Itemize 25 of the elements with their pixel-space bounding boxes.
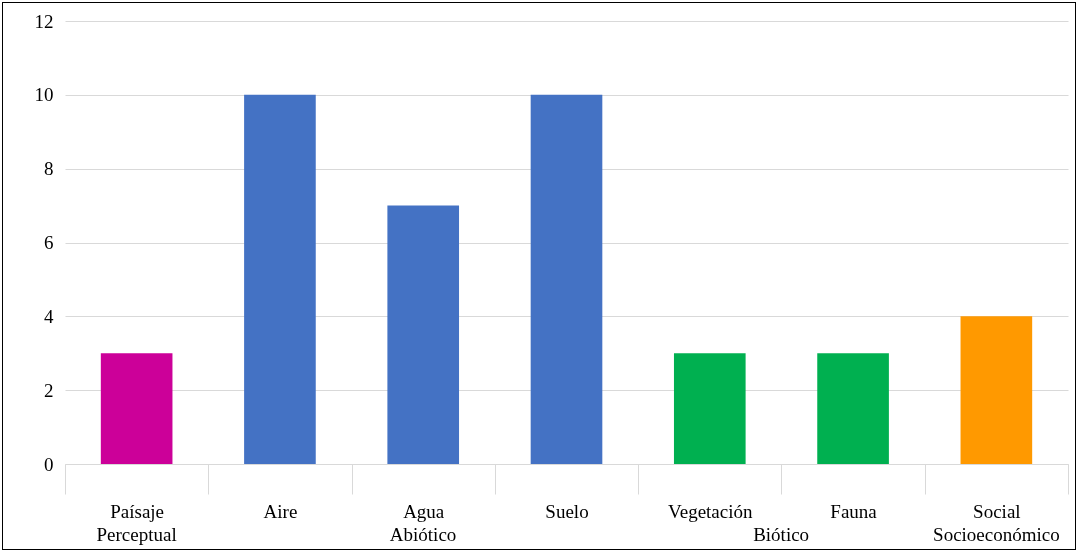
bar [530, 94, 603, 464]
bar [244, 94, 316, 464]
text: Abiótico [389, 524, 457, 545]
y-tick-label: 8 [44, 158, 54, 180]
y-tick-label: 12 [34, 10, 54, 32]
x-tick-label: Suelo [545, 500, 589, 522]
text: Perceptual [96, 524, 177, 545]
x-tick-label: Paísaje [110, 500, 165, 522]
x-tick-label: Agua [403, 500, 445, 522]
x-tick-label: Social [973, 500, 1021, 522]
bar [817, 353, 889, 464]
y-tick-label: 6 [44, 232, 54, 253]
text: Socioeconómico [933, 524, 1060, 545]
y-tick-label: 4 [44, 305, 54, 327]
y-tick-label: 0 [44, 453, 54, 475]
bar [387, 205, 460, 464]
bar [960, 316, 1033, 464]
y-tick-label: 10 [34, 84, 54, 106]
text: Biótico [753, 524, 810, 545]
x-tick-label: Aire [263, 500, 298, 522]
x-tick-label: Fauna [830, 500, 878, 522]
y-tick-label: 2 [44, 379, 54, 401]
bar [673, 353, 746, 464]
x-tick-label: Vegetación [668, 500, 753, 522]
bar [100, 353, 173, 464]
